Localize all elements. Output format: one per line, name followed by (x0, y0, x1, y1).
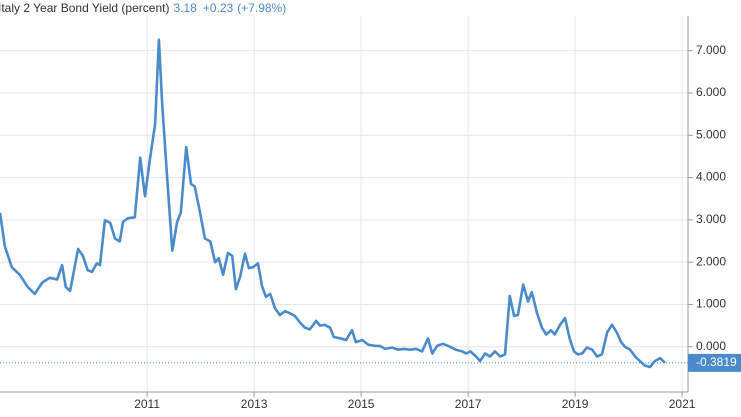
change-pct: (+7.98%) (237, 1, 286, 15)
y-tick-label: 0.000 (696, 339, 726, 353)
series-line (0, 38, 666, 369)
price: 3.18 (173, 1, 197, 15)
change: +0.23 (203, 1, 234, 15)
y-tick-label: 4.000 (696, 170, 726, 184)
last-value-label: -0.3819 (696, 355, 737, 369)
y-tick-label: 3.000 (696, 212, 726, 226)
y-tick-label: 6.000 (696, 85, 726, 99)
y-tick-label: 2.000 (696, 254, 726, 268)
y-tick-label: 5.000 (696, 127, 726, 141)
y-tick-label: 7.000 (696, 43, 726, 57)
x-tick-label: 2011 (134, 397, 160, 411)
chart-title: Italy 2 Year Bond Yield (percent) 3.18 +0.… (0, 1, 286, 15)
y-tick-label: 1.000 (696, 297, 726, 311)
x-tick-label: 2021 (669, 397, 696, 411)
x-tick-label: 2017 (455, 397, 482, 411)
x-tick-label: 2015 (348, 397, 375, 411)
last-value-box (688, 353, 741, 372)
x-tick-label: 2019 (562, 397, 589, 411)
title-text: Italy 2 Year Bond Yield (percent) (0, 1, 169, 15)
x-tick-label: 2013 (241, 397, 268, 411)
